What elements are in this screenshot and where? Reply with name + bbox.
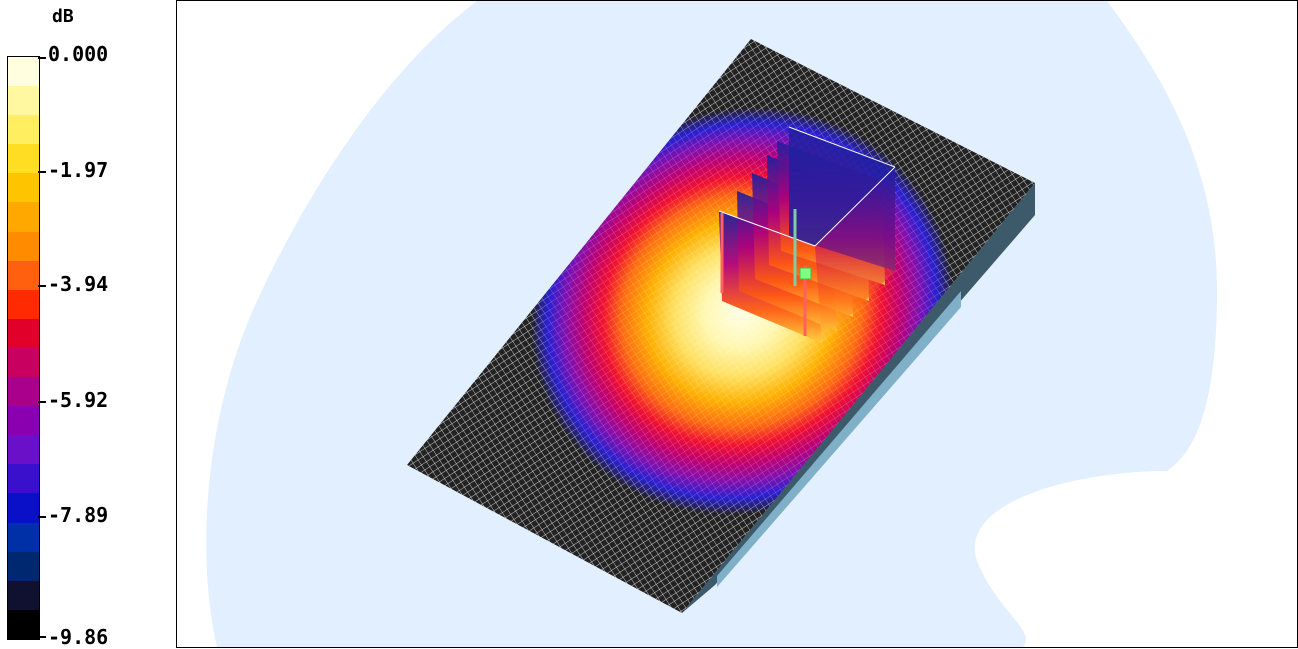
- color-band: [8, 347, 39, 378]
- color-band: [8, 435, 39, 465]
- building-structure: [718, 126, 896, 343]
- color-band: [8, 377, 39, 407]
- transmitter-marker: [799, 267, 812, 280]
- legend-tick: [38, 171, 46, 173]
- legend-unit: dB: [52, 6, 74, 27]
- legend-tick: [38, 516, 46, 518]
- coverage-render: [206, 1, 1218, 647]
- legend-label-4: -7.89: [48, 503, 109, 527]
- color-band: [8, 144, 39, 174]
- color-scale-bar: [7, 56, 40, 640]
- color-band: [8, 580, 39, 610]
- legend-label-2: -3.94: [48, 272, 109, 296]
- color-scale-legend: dB 0.000 -1.97 -3.94 -5.92 -7.89 -9.86: [0, 0, 176, 648]
- color-band: [8, 202, 39, 232]
- legend-label-5: -9.86: [48, 625, 109, 649]
- color-band: [8, 86, 39, 116]
- legend-tick: [38, 57, 46, 59]
- legend-tick: [38, 401, 46, 403]
- color-band: [8, 318, 39, 348]
- color-band: [8, 173, 39, 203]
- color-band: [8, 522, 39, 552]
- legend-label-1: -1.97: [48, 158, 109, 182]
- color-band: [8, 609, 39, 639]
- color-band: [8, 493, 39, 523]
- legend-tick: [38, 636, 46, 638]
- color-band: [8, 115, 39, 145]
- color-band: [8, 406, 39, 436]
- color-band: [8, 260, 39, 290]
- color-band: [8, 231, 39, 261]
- color-band: [8, 464, 39, 494]
- color-band: [8, 551, 39, 581]
- color-band: [8, 289, 39, 319]
- legend-tick: [38, 285, 46, 287]
- color-band: [8, 57, 39, 87]
- legend-label-0: 0.000: [48, 42, 109, 66]
- legend-label-3: -5.92: [48, 388, 109, 412]
- 3d-coverage-viewport[interactable]: [176, 0, 1298, 648]
